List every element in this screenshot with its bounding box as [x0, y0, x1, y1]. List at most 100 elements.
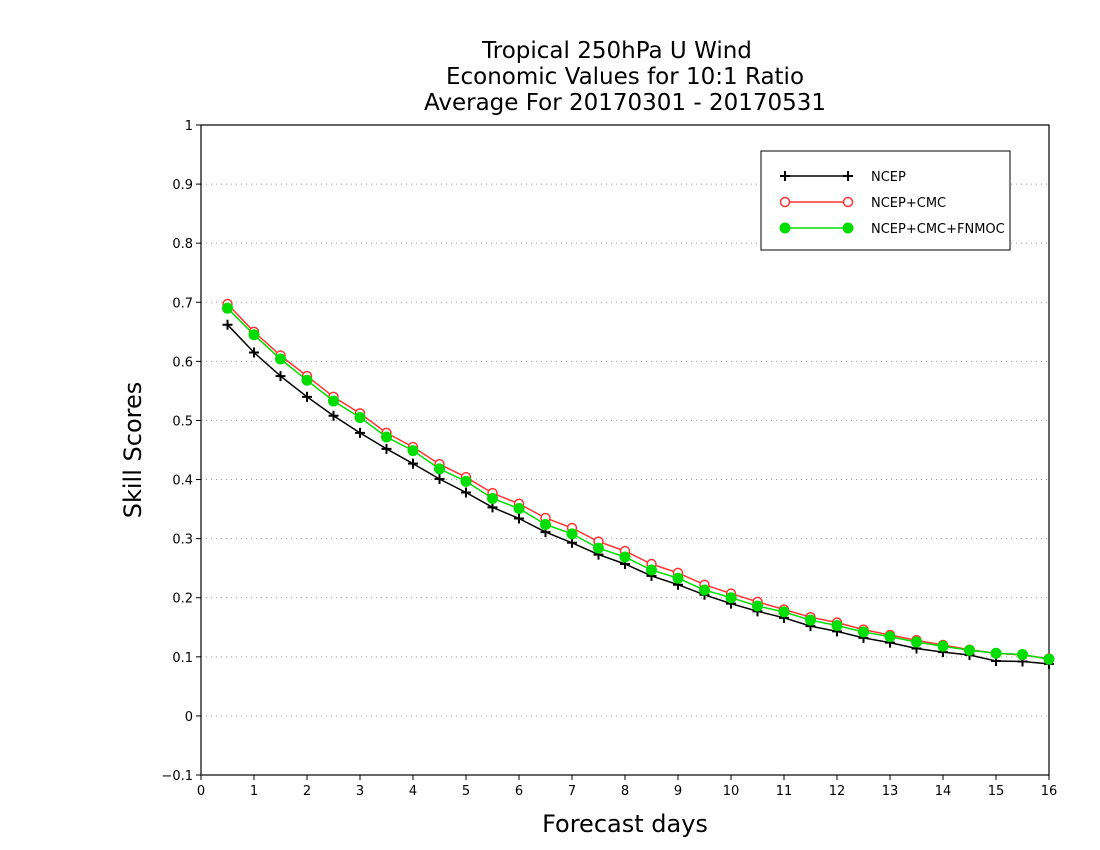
x-tick-label: 15: [988, 784, 1005, 799]
legend-entries: NCEP NCEP+CMC NCEP+CMC+FNMOC: [779, 170, 1005, 237]
series-ncep: [222, 319, 1054, 669]
data-point: [487, 492, 498, 504]
data-point: [487, 502, 498, 513]
data-point: [434, 473, 445, 484]
y-tick-label: 1: [185, 119, 193, 134]
data-point: [328, 395, 339, 407]
legend: NCEP NCEP+CMC NCEP+CMC+FNMOC: [760, 150, 1011, 251]
data-point: [355, 427, 365, 438]
data-point: [805, 614, 816, 626]
series-line: [226, 307, 1050, 660]
legend-label: NCEP+CMC: [871, 196, 946, 211]
x-tick-label: 0: [197, 784, 205, 799]
x-tick-label: 11: [776, 784, 793, 799]
data-point: [249, 347, 259, 358]
x-tick-label: 7: [568, 784, 576, 799]
y-tick-label: 0.8: [172, 237, 193, 252]
y-tick-label: 0.3: [172, 533, 193, 548]
legend-item: NCEP: [780, 170, 906, 185]
y-tick-label: 0: [185, 710, 193, 725]
axis-ticks: −0.100.10.20.30.40.50.60.70.80.910 1 2 3 4 5 6…: [161, 119, 1057, 799]
data-point: [567, 537, 577, 548]
x-tick-label: 12: [829, 784, 846, 799]
y-tick-label: 0.5: [172, 414, 193, 429]
data-point: [964, 644, 975, 656]
x-tick-label: 3: [356, 784, 364, 799]
data-point: [434, 463, 445, 475]
data-point: [778, 606, 790, 618]
data-point: [699, 584, 710, 596]
data-point: [646, 564, 657, 576]
x-tick-label: 5: [462, 784, 470, 799]
x-tick-label: 13: [882, 784, 899, 799]
data-point: [566, 528, 578, 540]
x-tick-label: 14: [935, 784, 952, 799]
data-point: [911, 636, 922, 648]
series-line: [226, 303, 1050, 660]
data-point: [328, 410, 339, 421]
data-point: [619, 551, 631, 563]
legend-marker-start: [779, 196, 791, 208]
y-tick-label: −0.1: [161, 769, 193, 784]
data-point: [1043, 653, 1055, 665]
data-point: [937, 640, 949, 652]
data-point: [725, 592, 737, 604]
data-point: [275, 353, 286, 365]
series-ncep-cmc-fnmoc: [222, 302, 1055, 665]
y-tick-label: 0.7: [172, 296, 193, 311]
title-line-1: Tropical 250hPa U Wind: [481, 38, 752, 64]
data-point: [593, 542, 604, 554]
data-point: [222, 319, 233, 330]
data-point: [884, 631, 896, 643]
legend-marker-start: [780, 171, 790, 181]
data-point: [1017, 648, 1028, 660]
y-tick-label: 0.4: [172, 474, 193, 489]
x-tick-label: 9: [674, 784, 682, 799]
data-point: [407, 445, 419, 457]
data-point: [408, 458, 418, 469]
data-point: [513, 503, 525, 514]
data-point: [302, 391, 312, 402]
data-point: [275, 371, 286, 382]
legend-marker-start: [779, 222, 791, 234]
x-tick-label: 4: [409, 784, 417, 799]
y-tick-label: 0.2: [172, 592, 193, 607]
chart-title: Tropical 250hPa U Wind Economic Values f…: [424, 38, 826, 116]
data-point: [990, 647, 1002, 659]
y-tick-label: 0.1: [172, 651, 193, 666]
series-group: [222, 298, 1055, 669]
data-point: [301, 374, 313, 386]
title-line-3: Average For 20170301 - 20170531: [424, 90, 826, 116]
x-tick-label: 2: [303, 784, 311, 799]
legend-label: NCEP+CMC+FNMOC: [871, 222, 1005, 237]
data-point: [540, 518, 551, 530]
data-point: [752, 600, 763, 612]
legend-item: NCEP+CMC: [779, 196, 946, 211]
data-point: [248, 329, 260, 341]
grid: [201, 183, 1049, 717]
data-point: [672, 572, 684, 584]
y-axis-label: Skill Scores: [119, 382, 147, 519]
data-point: [858, 626, 869, 638]
legend-box: [760, 150, 1011, 251]
y-tick-label: 0.6: [172, 355, 193, 370]
data-point: [831, 620, 843, 631]
data-point: [222, 302, 233, 314]
data-point: [381, 431, 392, 443]
legend-marker-end: [842, 222, 854, 234]
legend-item: NCEP+CMC+FNMOC: [779, 222, 1005, 237]
x-tick-label: 10: [723, 784, 740, 799]
data-point: [381, 443, 392, 454]
title-line-2: Economic Values for 10:1 Ratio: [446, 64, 804, 90]
x-tick-label: 16: [1041, 784, 1058, 799]
x-tick-label: 6: [515, 784, 523, 799]
data-point: [460, 475, 472, 487]
legend-marker-end: [843, 171, 853, 181]
x-axis-label: Forecast days: [542, 810, 708, 838]
series-line: [226, 324, 1050, 665]
legend-marker-end: [842, 196, 854, 208]
data-point: [461, 487, 471, 498]
legend-label: NCEP: [871, 170, 906, 185]
x-tick-label: 8: [621, 784, 629, 799]
